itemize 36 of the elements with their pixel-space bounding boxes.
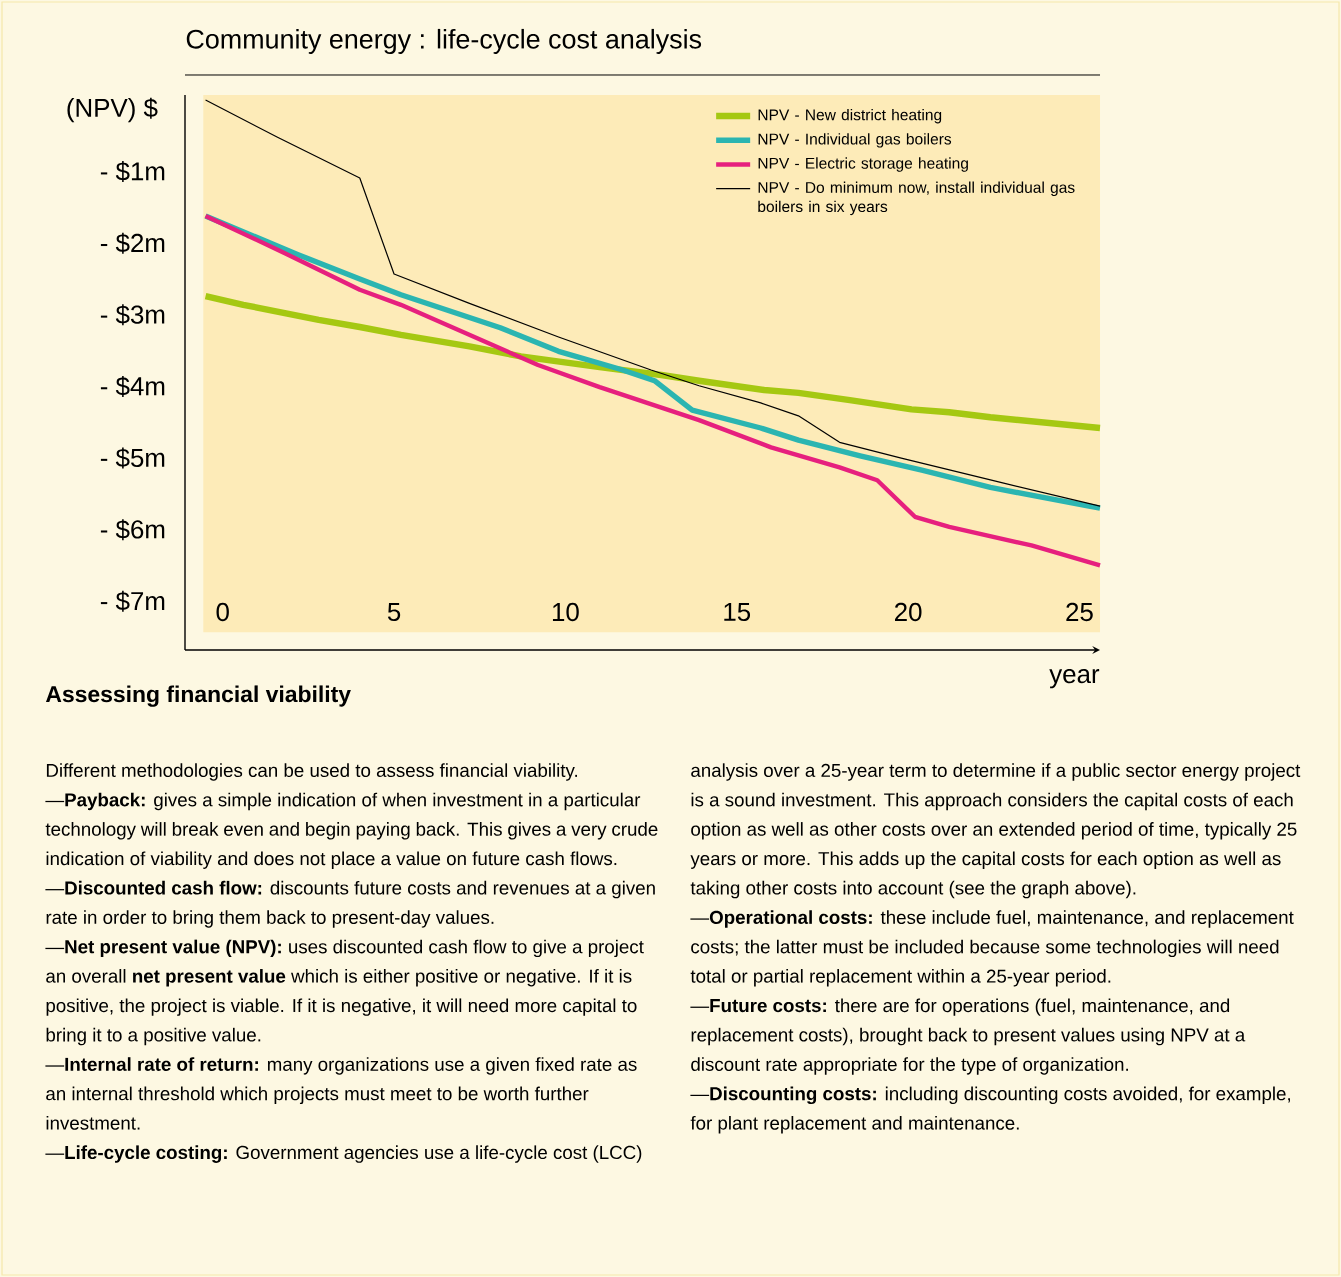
y-axis-title: (NPV) $	[67, 97, 158, 123]
chart-title: Community energy : life-cycle cost analysis	[186, 28, 702, 54]
text: years or more. This adds up the capital costs for each option as well as	[690, 851, 1281, 869]
text: is a sound investment. This approach considers the capital costs of each	[691, 792, 1293, 811]
text: —Operational costs: these include fuel, maintenance, and replacement costs; the latter must be included because some technologies will need total or partial replacement within a 25-year period.	[690, 910, 1294, 987]
text: —Life-cycle costing: Government agencies use a life-cycle cost (LCC)	[45, 1145, 642, 1163]
legend-label: NPV - New district heating	[758, 108, 942, 124]
line-series	[204, 99, 1101, 507]
legend-label: NPV - Individual gas boilers	[758, 133, 952, 148]
text: —Payback: gives a simple indication of when investment in a particular technology will break even and begin paying back. This gives a very crude indication of viability and does not place a value on future cash flows.	[45, 792, 658, 869]
text: Assessing financial viability	[45, 685, 351, 707]
x-tick-label: 10	[552, 602, 579, 622]
text: —Discounted cash flow: discounts future costs and revenues at a given rate in order to bring them back to present-day values.	[45, 880, 655, 928]
y-tick-label: - $7m	[100, 590, 165, 612]
x-tick-label: 25	[1066, 602, 1093, 622]
text: option as well as other costs over an extended period of time, typically 25	[691, 822, 1297, 840]
y-tick-label: - $5m	[100, 447, 165, 469]
x-tick-label: 15	[724, 602, 751, 622]
x-axis-title: year	[1049, 669, 1100, 689]
x-tick-label: 0	[216, 602, 229, 622]
y-tick-label: - $2m	[100, 232, 165, 254]
y-tick-label: - $1m	[100, 161, 165, 183]
text: —Internal rate of return: many organizations use a given fixed rate as an internal threshold which projects must meet to be worth further investment.	[45, 1057, 637, 1130]
text: —Future costs: there are for operations (fuel, maintenance, and replacement costs), brought back to present values using NPV at a discount rate appropriate for the type of organization.	[690, 998, 1246, 1075]
legend-label: NPV - Electric storage heating	[758, 157, 968, 172]
text: —Net present value (NPV): uses discounted cash flow to give a project an overall net present value which is either positive or negative. If it is positive, the project is viable. If it is negative, it will need more capital to bring it to a positive value.	[45, 939, 644, 1046]
legend-label: NPV - Do minimum now, install individual gas boilers in six years	[758, 181, 1075, 216]
y-tick-label: - $3m	[100, 304, 165, 326]
text: analysis over a 25-year term to determine if a public sector energy project	[691, 763, 1301, 781]
text: Different methodologies can be used to assess financial viability.	[46, 763, 578, 781]
x-tick-label: 20	[895, 602, 922, 622]
y-tick-label: - $4m	[100, 375, 165, 397]
text: —Discounting costs: including discounting costs avoided, for example, for plant replacement and maintenance.	[690, 1086, 1290, 1134]
y-tick-label: - $6m	[100, 519, 165, 541]
text: taking other costs into account (see the graph above).	[690, 880, 1136, 899]
x-tick-label: 5	[387, 602, 401, 622]
